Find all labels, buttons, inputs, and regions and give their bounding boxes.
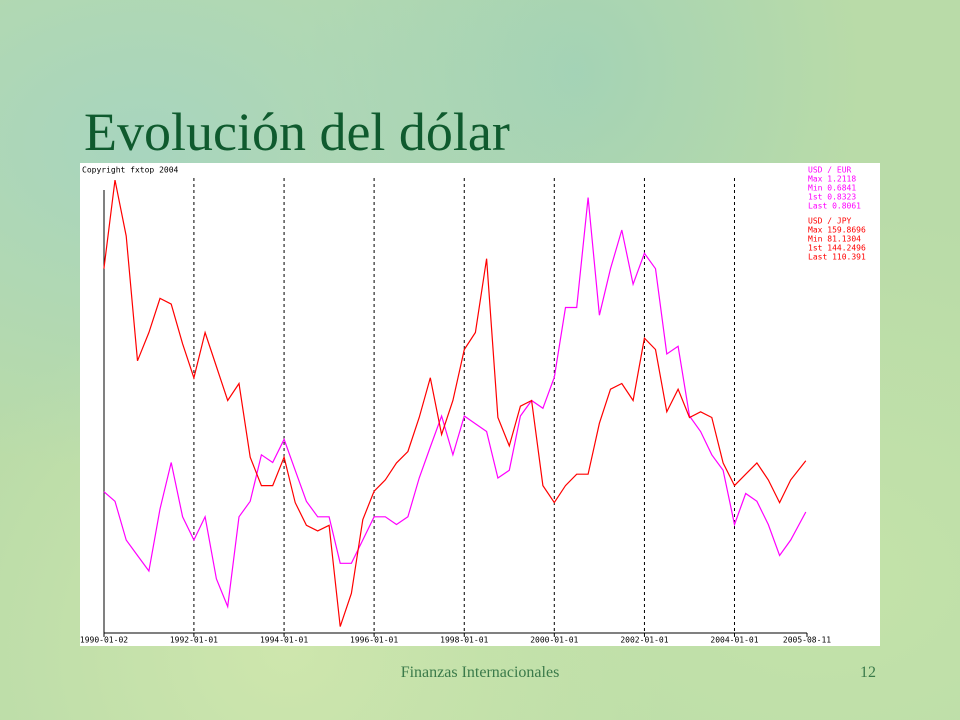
footer: Finanzas Internacionales: [401, 664, 560, 681]
x-tick-label: 1990-01-02: [80, 636, 128, 645]
legend-stat: Min 0.6841: [808, 184, 856, 193]
copyright: Copyright fxtop 2004: [82, 166, 179, 175]
x-tick-label: 2004-01-01: [710, 636, 758, 645]
x-tick-label: 2000-01-01: [530, 636, 578, 645]
legend-stat: Max 159.8696: [808, 226, 866, 235]
page-number: 12: [860, 664, 876, 681]
legend-stat: Last 110.391: [808, 253, 866, 262]
x-tick-label: 2005-08-11: [783, 636, 831, 645]
legend-stat: Max 1.2118: [808, 175, 856, 184]
legend-stat: 1st 144.2496: [808, 244, 866, 253]
legend-stat: 1st 0.8323: [808, 193, 856, 202]
x-tick-label: 2002-01-01: [620, 636, 668, 645]
x-tick-label: 1994-01-01: [260, 636, 308, 645]
legend-label: USD / EUR: [808, 166, 852, 175]
series-line: [103, 179, 807, 627]
x-tick-label: 1992-01-01: [170, 636, 218, 645]
legend-stat: Last 0.8061: [808, 202, 861, 211]
x-tick-label: 1996-01-01: [350, 636, 398, 645]
slide-title: Evolución del dólar: [84, 102, 510, 162]
chart-background: [80, 163, 880, 646]
series-line: [103, 197, 807, 609]
legend-stat: Min 81.1304: [808, 235, 861, 244]
legend-label: USD / JPY: [808, 217, 852, 226]
x-tick-label: 1998-01-01: [440, 636, 488, 645]
